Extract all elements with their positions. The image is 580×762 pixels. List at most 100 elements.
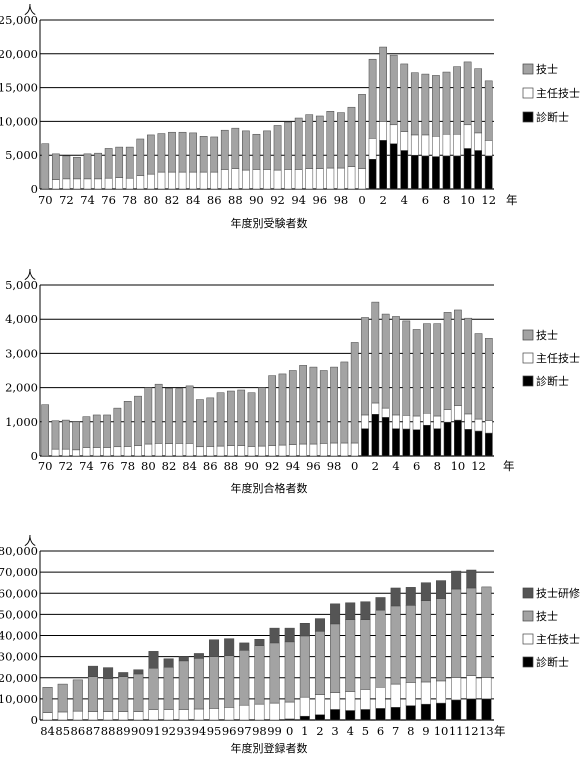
- bar-segment-技士: [82, 416, 91, 448]
- bar-segment-主任技士: [148, 709, 159, 721]
- bar-segment-技士: [278, 373, 287, 446]
- x-tick-label: 85: [55, 724, 70, 738]
- bar-segment-技士: [453, 66, 461, 135]
- bar-segment-主任技士: [314, 694, 325, 715]
- x-tick-label: 1: [301, 724, 308, 738]
- bar-segment-技士: [442, 71, 451, 135]
- bar-segment-技士: [379, 46, 387, 122]
- legend-label: 技士: [536, 329, 558, 342]
- bar-segment-主任技士: [220, 169, 229, 190]
- bar-segment-技士: [62, 155, 71, 180]
- bar-segment-技士研修: [224, 638, 235, 656]
- bar-segment-技士: [103, 414, 111, 448]
- bar-segment-主任技士: [392, 414, 400, 429]
- y-tick-label: 70,000: [0, 565, 38, 579]
- x-tick-label: 88: [101, 724, 116, 738]
- x-tick-label: 7: [392, 724, 399, 738]
- x-tick-label: 12: [471, 459, 486, 473]
- bar-segment-主任技士: [405, 682, 416, 706]
- bar-segment-主任技士: [309, 443, 318, 457]
- bar-segment-技士: [73, 156, 81, 180]
- x-tick-label: 2: [379, 193, 386, 207]
- bar-segment-技士: [464, 317, 473, 415]
- x-tick-label: 94: [285, 459, 300, 473]
- bar-segment-主任技士: [484, 420, 493, 434]
- x-year-suffix: 年: [494, 724, 506, 738]
- bar-segment-主任技士: [284, 169, 292, 190]
- bar-segment-主任技士: [133, 711, 144, 721]
- bar-segment-技士: [231, 127, 240, 169]
- bar-segment-技士: [390, 605, 401, 685]
- bar-segment-技士研修: [133, 669, 144, 675]
- bar-segment-主任技士: [239, 704, 250, 721]
- x-tick-label: 74: [79, 459, 94, 473]
- x-tick-label: 95: [207, 724, 222, 738]
- bar-segment-技士: [451, 588, 462, 679]
- bar-segment-主任技士: [375, 687, 386, 709]
- x-tick-label: 98: [252, 724, 267, 738]
- bar-segment-技士研修: [269, 627, 280, 644]
- bar-segment-主任技士: [216, 445, 225, 457]
- x-tick-label: 90: [244, 459, 259, 473]
- bar-segment-主任技士: [402, 415, 411, 430]
- bar-segment-技士研修: [239, 642, 250, 651]
- bar-segment-主任技士: [257, 445, 266, 457]
- bar-segment-技士: [83, 153, 92, 180]
- bar-segment-技士: [87, 676, 98, 712]
- x-tick-label: 2: [316, 724, 323, 738]
- bar-segment-技士: [136, 138, 145, 176]
- bar-segment-技士: [147, 134, 155, 175]
- bar-segment-診断士: [423, 424, 431, 457]
- bar-segment-主任技士: [178, 171, 187, 190]
- bar-segment-主任技士: [347, 166, 356, 190]
- bar-segment-技士: [51, 420, 60, 450]
- legend-label: 技士: [536, 610, 558, 623]
- bar-segment-技士: [178, 131, 187, 173]
- legend-label: 主任技士: [536, 633, 580, 646]
- bar-segment-技士: [288, 370, 297, 445]
- x-tick-label: 92: [270, 193, 285, 207]
- bar-segment-主任技士: [361, 414, 369, 429]
- bar-segment-技士研修: [163, 658, 174, 668]
- bar-segment-技士: [185, 385, 194, 444]
- bar-segment-技士: [284, 121, 292, 170]
- x-tick-label: 99: [267, 724, 282, 738]
- bar-segment-主任技士: [420, 681, 431, 705]
- bar-segment-技士: [268, 375, 277, 446]
- x-tick-label: 0: [351, 459, 358, 473]
- bar-segment-主任技士: [454, 405, 462, 421]
- bar-segment-診断士: [314, 714, 325, 721]
- bar-segment-診断士: [375, 708, 386, 721]
- bar-segment-技士: [381, 313, 390, 409]
- bar-segment-主任技士: [104, 177, 113, 190]
- bar-segment-技士: [115, 146, 124, 178]
- legend-swatch-主任技士: [522, 87, 534, 99]
- chart-title: 年度別合格者数: [231, 481, 308, 495]
- x-tick-label: 89: [116, 724, 131, 738]
- bar-segment-技士: [220, 129, 229, 170]
- y-tick-label: 50,000: [0, 607, 38, 621]
- y-tick-label: 1,000: [5, 415, 38, 429]
- bar-segment-技士: [421, 73, 430, 136]
- bar-segment-主任技士: [178, 709, 189, 721]
- bar-segment-技士: [237, 389, 246, 446]
- bar-segment-主任技士: [247, 446, 256, 457]
- bar-segment-主任技士: [421, 134, 430, 157]
- y-unit-label: 人: [24, 3, 36, 17]
- bar-segment-診断士: [345, 710, 356, 721]
- bar-segment-主任技士: [189, 171, 197, 190]
- y-tick-label: 5,000: [5, 278, 38, 292]
- legend-swatch-技士: [522, 610, 534, 622]
- bar-segment-主任技士: [368, 138, 377, 160]
- bar-segment-技士: [433, 323, 442, 417]
- y-tick-label: 2,000: [5, 381, 38, 395]
- bar-segment-技士: [92, 414, 101, 448]
- legend-swatch-診断士: [522, 375, 534, 387]
- bar-segment-主任技士: [299, 443, 307, 457]
- bar-segment-主任技士: [123, 446, 132, 457]
- bar-segment-主任技士: [134, 445, 142, 457]
- x-tick-label: 70: [38, 193, 53, 207]
- legend-label: 診断士: [536, 655, 569, 669]
- bar-segment-主任技士: [464, 413, 473, 430]
- bar-segment-技士: [330, 623, 341, 693]
